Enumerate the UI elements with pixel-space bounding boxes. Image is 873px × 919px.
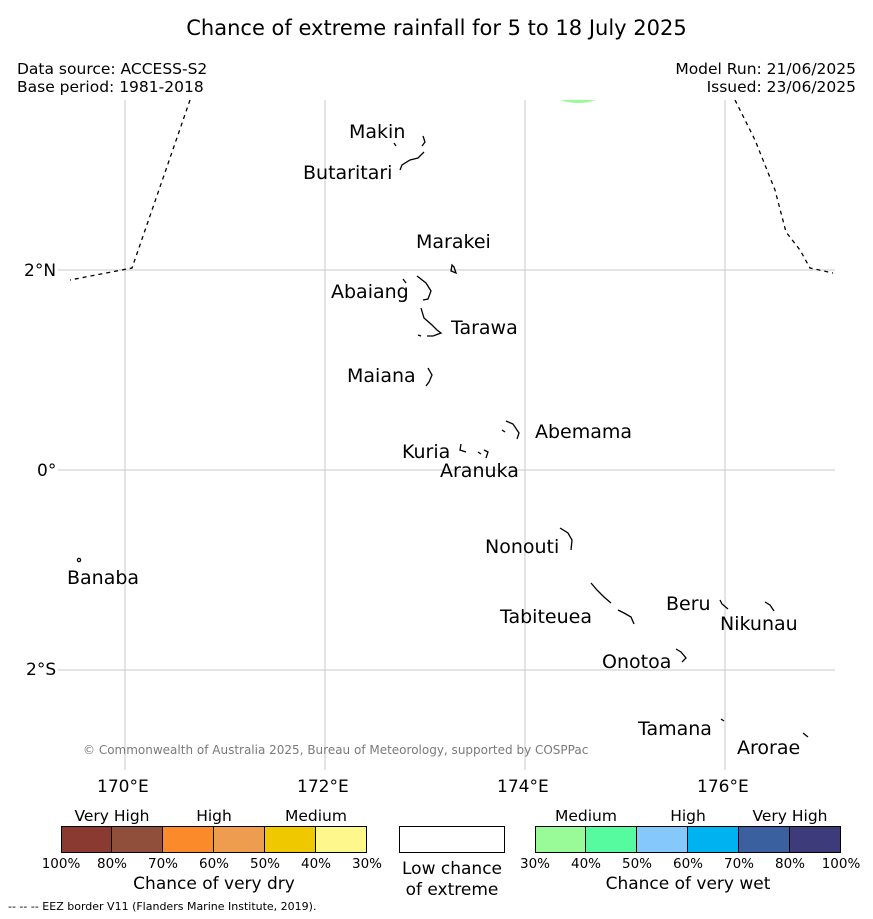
island-abemama-islet: [501, 429, 506, 433]
lon-tick-174e: 174°E: [497, 777, 549, 797]
map-canvas: [58, 99, 835, 770]
wet-area-patch: [560, 100, 596, 103]
dry-caption: Chance of very dry: [133, 874, 295, 894]
wet-tick-3: 60%: [672, 856, 703, 872]
label-kuria: Kuria: [402, 441, 451, 463]
label-tarawa: Tarawa: [451, 317, 518, 339]
wet-swatch-1: [586, 826, 637, 853]
dry-header-medium: Medium: [285, 807, 347, 825]
wet-swatch-4: [739, 826, 790, 853]
wet-swatch-5: [790, 826, 841, 853]
dry-header-very-high: Very High: [74, 807, 150, 825]
label-abaiang: Abaiang: [331, 281, 409, 303]
label-makin: Makin: [349, 121, 406, 143]
dry-swatch-1: [112, 826, 163, 853]
label-marakei: Marakei: [416, 231, 491, 253]
island-makin-islet: [393, 142, 397, 147]
eez-note: -- -- -- EEZ border V11 (Flanders Marine…: [8, 900, 317, 913]
island-nikunau: [764, 601, 775, 612]
wet-caption: Chance of very wet: [605, 874, 771, 894]
island-tamana: [720, 718, 725, 722]
model-run-label: Model Run: 21/06/2025: [675, 60, 856, 78]
island-maiana: [425, 367, 433, 387]
dry-header-high: High: [196, 807, 232, 825]
copyright-note: © Commonwealth of Australia 2025, Bureau…: [83, 743, 589, 757]
wet-header-very-high: Very High: [752, 807, 828, 825]
wet-header-high: High: [670, 807, 706, 825]
eez-border-west: [69, 99, 191, 281]
dry-swatch-3: [214, 826, 265, 853]
island-onotoa: [675, 648, 687, 663]
dry-tick-5: 40%: [300, 856, 331, 872]
island-arorae: [802, 732, 809, 738]
low-chance-swatch: [399, 826, 505, 853]
dry-swatch-0: [61, 826, 112, 853]
dry-tick-2: 70%: [147, 856, 178, 872]
dry-swatch-5: [316, 826, 367, 853]
dry-swatch-4: [265, 826, 316, 853]
island-beru: [719, 599, 729, 610]
island-tarawa-islet: [417, 334, 422, 337]
lat-tick-0: 0°: [37, 461, 57, 481]
map-title: Chance of extreme rainfall for 5 to 18 J…: [186, 16, 687, 40]
lon-tick-176e: 176°E: [697, 777, 749, 797]
label-arorae: Arorae: [737, 737, 801, 759]
label-onotoa: Onotoa: [602, 651, 672, 673]
dry-tick-6: 30%: [351, 856, 382, 872]
lon-tick-170e: 170°E: [97, 777, 149, 797]
lat-tick-2n: 2°N: [24, 261, 57, 281]
wet-tick-5: 80%: [774, 856, 805, 872]
island-marakei: [450, 263, 458, 275]
dry-tick-4: 50%: [249, 856, 280, 872]
dry-tick-3: 60%: [198, 856, 229, 872]
label-nonouti: Nonouti: [485, 536, 560, 558]
lat-tick-2s: 2°S: [26, 660, 57, 680]
island-nonouti: [559, 527, 573, 551]
dry-tick-1: 80%: [96, 856, 127, 872]
island-abaiang: [416, 275, 432, 301]
label-butaritari: Butaritari: [303, 162, 393, 184]
issued-label: Issued: 23/06/2025: [706, 78, 856, 96]
label-tabiteuea: Tabiteuea: [500, 606, 592, 628]
label-abemama: Abemama: [535, 421, 633, 443]
eez-border: [69, 99, 834, 281]
wet-tick-6: 100%: [821, 856, 861, 872]
label-tamana: Tamana: [638, 718, 712, 740]
lon-tick-172e: 172°E: [297, 777, 349, 797]
label-aranuka: Aranuka: [440, 460, 519, 482]
label-nikunau: Nikunau: [720, 613, 798, 635]
label-beru: Beru: [666, 593, 711, 615]
island-tabiteuea: [590, 582, 635, 625]
label-maiana: Maiana: [347, 365, 416, 387]
wet-tick-4: 70%: [723, 856, 754, 872]
islands: [76, 135, 809, 738]
wet-tick-0: 30%: [519, 856, 550, 872]
low-chance-line2: of extreme: [405, 880, 499, 900]
wet-header-medium: Medium: [555, 807, 617, 825]
base-period-label: Base period: 1981-2018: [17, 78, 204, 96]
wet-swatch-3: [688, 826, 739, 853]
gridlines: [58, 100, 835, 770]
island-aranuka: [477, 449, 489, 459]
wet-tick-2: 50%: [621, 856, 652, 872]
island-banaba: [76, 557, 82, 563]
island-abemama: [505, 420, 520, 440]
wet-swatch-2: [637, 826, 688, 853]
data-source-label: Data source: ACCESS-S2: [17, 60, 208, 78]
wet-swatch-0: [535, 826, 586, 853]
island-tarawa: [420, 307, 443, 337]
dry-swatch-2: [163, 826, 214, 853]
island-makin: [421, 135, 426, 147]
island-butaritari: [399, 151, 425, 171]
eez-border-east: [734, 99, 834, 274]
wet-tick-1: 40%: [570, 856, 601, 872]
dry-tick-0: 100%: [41, 856, 81, 872]
low-chance-line1: Low chance: [402, 859, 502, 879]
island-abaiang-islet: [402, 278, 407, 284]
island-kuria: [459, 443, 467, 453]
label-banaba: Banaba: [67, 567, 140, 589]
